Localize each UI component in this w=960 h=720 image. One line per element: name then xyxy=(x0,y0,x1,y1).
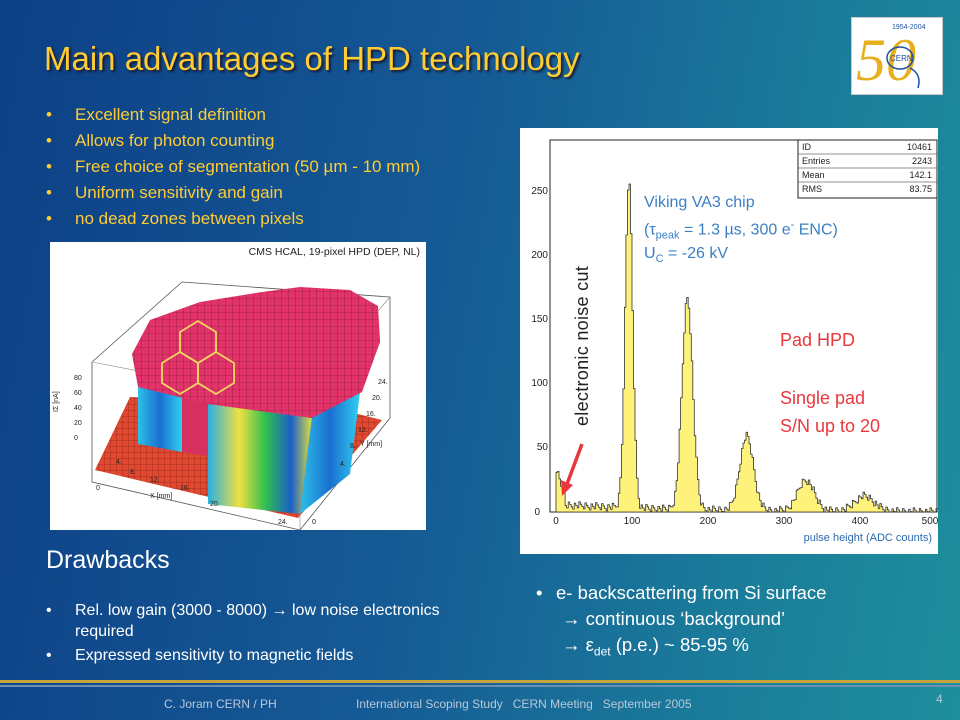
slide-title: Main advantages of HPD technology xyxy=(44,40,580,77)
hcal-plot-panel: 80 60 40 20 0 IΣ [nA] 0 4. 8. 12. 16. 20… xyxy=(50,242,426,531)
plot-wall-right xyxy=(300,392,360,514)
sn-label: S/N up to 20 xyxy=(780,416,881,436)
advantage-item: Free choice of segmentation (50 µm - 10 … xyxy=(44,154,420,180)
axis-x-label: X [mm] xyxy=(150,493,172,500)
tick-x: 16. xyxy=(180,485,190,492)
backscatter-line3: → εdet (p.e.) ~ 85-95 % xyxy=(562,634,749,659)
y-tick: 150 xyxy=(531,314,548,325)
plot-wall-left xyxy=(138,387,182,452)
tick-y: 8. xyxy=(350,443,356,450)
stat-value: 10461 xyxy=(907,142,932,152)
chip-line3: UC = -26 kV xyxy=(644,245,728,266)
y-tick: 0 xyxy=(534,507,540,518)
logo-swoosh xyxy=(909,67,920,89)
tick-y: 4. xyxy=(340,461,346,468)
advantage-item: no dead zones between pixels xyxy=(44,206,420,232)
tick-i: 0 xyxy=(74,435,78,442)
logo-org: CERN xyxy=(890,54,913,63)
axis-i-label: IΣ [nA] xyxy=(53,391,60,412)
tick-i: 40 xyxy=(74,405,82,412)
backscatter-line1: • e- backscattering from Si surface xyxy=(536,582,827,603)
stat-label: Entries xyxy=(802,156,831,166)
advantage-item: Allows for photon counting xyxy=(44,128,420,154)
x-tick: 400 xyxy=(852,516,869,527)
tick-x: 24. xyxy=(278,519,288,526)
stats-box: ID 10461 Entries 2243 Mean 142.1 RMS 83.… xyxy=(797,139,938,199)
footer-divider-blue xyxy=(0,685,960,687)
footer-divider-gold xyxy=(0,680,960,683)
tick-i: 80 xyxy=(74,375,82,382)
hexagon-overlay xyxy=(161,319,235,396)
tick-x: 8. xyxy=(130,469,136,476)
stat-label: Mean xyxy=(802,170,825,180)
x-tick: 500 xyxy=(922,516,938,527)
drawback-item: Rel. low gain (3000 - 8000) → low noise … xyxy=(44,600,474,642)
y-tick: 200 xyxy=(531,250,548,261)
logo-years: 1954-2004 xyxy=(892,24,926,31)
backscatter-line2: → continuous ‘background’ xyxy=(562,608,786,629)
y-tick: 250 xyxy=(531,186,548,197)
tick-y: 12. xyxy=(358,427,368,434)
page-number: 4 xyxy=(936,692,943,706)
chip-line2: (τpeak = 1.3 µs, 300 e- ENC) xyxy=(644,219,838,242)
stat-value: 2243 xyxy=(912,156,932,166)
tick-y: 16. xyxy=(366,411,376,418)
plot-wall-left-2 xyxy=(182,392,208,456)
tick-x: 12. xyxy=(150,477,160,484)
drawback-item: Expressed sensitivity to magnetic fields xyxy=(44,645,474,666)
backscatter-notes: • e- backscattering from Si surface → con… xyxy=(536,580,826,665)
stat-value: 142.1 xyxy=(909,170,932,180)
tick-x: 4. xyxy=(116,459,122,466)
noise-cut-label: electronic noise cut xyxy=(572,265,592,426)
axis-y-label: Y [mm] xyxy=(360,441,382,448)
pad-hpd-label: Pad HPD xyxy=(780,330,856,350)
stat-label: RMS xyxy=(802,184,822,194)
chip-line1: Viking VA3 chip xyxy=(644,194,755,211)
cern-50-logo: 1954-2004 50 CERN xyxy=(851,17,943,95)
tick-y: 0 xyxy=(312,519,316,526)
single-pad-label: Single pad xyxy=(780,388,866,408)
histogram-panel: 0 50 100 150 200 250 0 100 200 300 400 5… xyxy=(520,128,938,554)
tick-x: 0 xyxy=(96,485,100,492)
y-tick: 100 xyxy=(531,378,548,389)
drawbacks-heading: Drawbacks xyxy=(46,546,170,574)
footer-meeting: International Scoping Study CERN Meeting… xyxy=(356,697,692,711)
plot-frame xyxy=(91,281,391,531)
histogram-xlabel: pulse height (ADC counts) xyxy=(803,532,932,544)
logo-number: 50 xyxy=(856,27,916,93)
noise-cut-arrow xyxy=(565,443,584,485)
stat-label: ID xyxy=(802,142,812,152)
tick-x: 20. xyxy=(210,501,220,508)
drawbacks-list: Rel. low gain (3000 - 8000) → low noise … xyxy=(44,600,474,669)
x-tick: 200 xyxy=(700,516,717,527)
hcal-caption: CMS HCAL, 19-pixel HPD (DEP, NL) xyxy=(248,246,420,258)
logo-ring xyxy=(886,46,914,70)
x-tick: 0 xyxy=(553,516,559,527)
advantages-list: Excellent signal definition Allows for p… xyxy=(44,102,420,232)
pulse-height-histogram: 0 50 100 150 200 250 0 100 200 300 400 5… xyxy=(531,139,938,527)
plot-wall-front xyxy=(208,404,312,514)
histogram-bars xyxy=(555,183,938,513)
hcal-3d-plot: 80 60 40 20 0 IΣ [nA] 0 4. 8. 12. 16. 20… xyxy=(53,281,391,531)
footer-author: C. Joram CERN / PH xyxy=(164,697,277,711)
noise-cut-arrowhead xyxy=(561,480,573,496)
x-tick: 100 xyxy=(624,516,641,527)
advantage-item: Excellent signal definition xyxy=(44,102,420,128)
stat-value: 83.75 xyxy=(909,184,932,194)
cern-logo-graphic: 1954-2004 50 CERN xyxy=(856,24,926,93)
tick-i: 60 xyxy=(74,390,82,397)
tick-y: 24. xyxy=(378,379,388,386)
tick-y: 20. xyxy=(372,395,382,402)
tick-i: 20 xyxy=(74,420,82,427)
advantage-item: Uniform sensitivity and gain xyxy=(44,180,420,206)
y-tick: 50 xyxy=(537,442,549,453)
x-tick: 300 xyxy=(776,516,793,527)
